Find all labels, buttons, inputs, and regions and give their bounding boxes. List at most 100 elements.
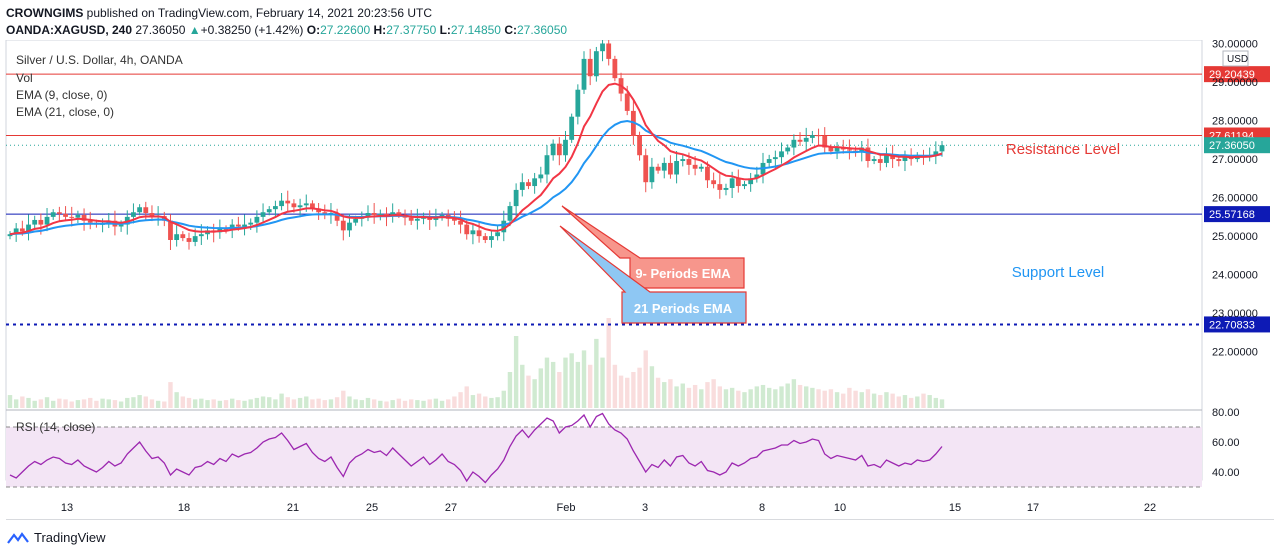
candle-body	[581, 58, 587, 90]
publish-line: CROWNGIMS published on TradingView.com, …	[6, 6, 432, 20]
candle-body	[26, 224, 31, 232]
candle-body	[81, 214, 87, 221]
volume-bar	[439, 400, 445, 408]
volume-bar	[483, 396, 488, 408]
volume-bar	[32, 400, 37, 408]
volume-bar	[131, 397, 136, 408]
volume-bar	[637, 367, 642, 408]
volume-bar	[748, 389, 753, 408]
volume-bar	[513, 336, 519, 408]
candle-body	[38, 219, 44, 225]
candle-body	[396, 212, 402, 215]
volume-bar	[822, 390, 827, 408]
volume-bar	[273, 399, 278, 408]
candle-body	[550, 143, 556, 156]
candle-body	[334, 213, 340, 221]
candle-body	[630, 110, 636, 136]
volume-bar	[44, 397, 50, 408]
volume-bar	[742, 392, 747, 408]
candle-body	[519, 182, 525, 190]
volume-bar	[378, 400, 383, 408]
volume-bar	[606, 318, 611, 408]
candle-body	[933, 151, 939, 156]
volume-bar	[291, 399, 297, 408]
volume-bar	[353, 399, 358, 408]
rsi-tick-label: 40.00	[1212, 467, 1240, 479]
volume-bar	[236, 400, 241, 408]
volume-bar	[489, 397, 494, 408]
volume-bar	[162, 401, 167, 408]
ema21-callout-box	[559, 225, 747, 324]
candle-body	[414, 218, 420, 221]
x-tick-label: 18	[178, 502, 190, 514]
candle-body	[698, 166, 704, 169]
volume-bar	[847, 387, 852, 408]
candle-body	[303, 203, 309, 206]
candle-body	[198, 234, 204, 237]
rsi-line	[9, 412, 943, 484]
volume-bar	[242, 400, 247, 408]
rsi-label: RSI (14, close)	[16, 420, 96, 434]
volume-bar	[890, 393, 895, 408]
candle-body	[131, 212, 136, 217]
volume-bar	[828, 389, 834, 408]
x-tick-label: 27	[445, 502, 457, 514]
candle-body	[809, 135, 815, 138]
candle-body	[489, 236, 494, 240]
price-chart[interactable]: 29.2043927.6119427.3605025.5716822.70833…	[0, 40, 1274, 520]
volume-bar	[668, 379, 673, 408]
volume-bar	[797, 384, 803, 408]
x-tick-label: 21	[287, 502, 299, 514]
candle-body	[235, 224, 241, 227]
candle-body	[408, 217, 414, 221]
candle-body	[766, 159, 772, 163]
candle-body	[569, 116, 575, 140]
candle-body	[729, 178, 735, 188]
candle-body	[816, 135, 821, 137]
candle-body	[772, 157, 778, 160]
volume-bar	[223, 400, 229, 408]
ema9-callout-box	[561, 205, 745, 289]
volume-bar	[871, 393, 877, 408]
ohlc-o: 27.22600	[320, 23, 371, 37]
volume-bar	[754, 386, 760, 408]
x-tick-label: 15	[949, 502, 961, 514]
volume-bar	[297, 397, 303, 408]
candle-body	[624, 93, 630, 111]
candle-body	[464, 224, 470, 235]
y-tick-label: 22.00000	[1212, 347, 1258, 359]
volume-bar	[149, 399, 155, 408]
last-price: 27.36050	[135, 23, 186, 37]
support-label: Support Level	[1012, 264, 1105, 281]
volume-bar	[915, 396, 920, 408]
volume-bar	[686, 387, 692, 408]
brand-text: TradingView	[34, 530, 106, 545]
level-value: 22.70833	[1209, 319, 1255, 331]
volume-bar	[371, 399, 377, 408]
volume-bar	[841, 393, 846, 408]
volume-bar	[316, 398, 321, 408]
candle-body	[877, 159, 883, 163]
ema-lines	[9, 82, 943, 236]
candle-body	[69, 216, 75, 218]
volume-bar	[779, 386, 784, 408]
volume-bar	[853, 390, 858, 408]
candle-body	[532, 178, 538, 187]
candle-body	[507, 206, 513, 221]
x-tick-label: 8	[759, 502, 765, 514]
rsi-tick-label: 80.00	[1212, 407, 1240, 419]
volume-bar	[81, 399, 87, 408]
volume-bar	[927, 395, 932, 408]
candle-body	[655, 166, 661, 171]
x-tick-label: Feb	[557, 502, 576, 514]
level-tag	[1204, 206, 1270, 223]
candle-body	[643, 155, 649, 183]
volume-bar	[106, 399, 111, 408]
volume-bar	[705, 382, 710, 408]
volume-bar	[328, 399, 334, 408]
volume-bar	[810, 387, 815, 408]
volume-bar	[433, 398, 439, 408]
volume-bar	[285, 397, 290, 408]
ema9-callout-text: 9- Periods EMA	[635, 266, 731, 281]
candle-body	[600, 43, 605, 52]
